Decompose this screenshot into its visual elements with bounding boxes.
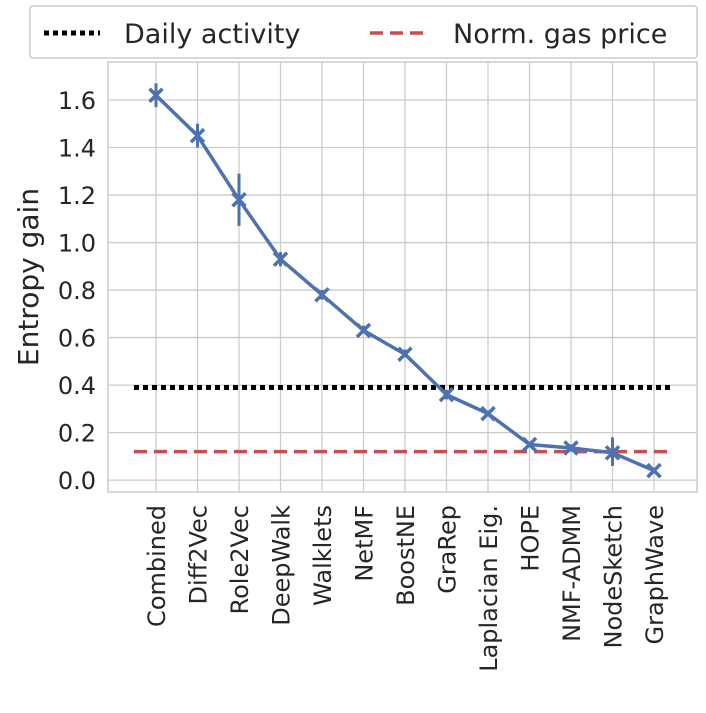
- x-tick-label: Combined: [143, 505, 171, 627]
- series-layer: [148, 83, 662, 479]
- data-point: [397, 346, 413, 362]
- data-point: [646, 462, 662, 479]
- legend-label-norm-gas-price: Norm. gas price: [453, 19, 667, 50]
- x-tick-label: GraphWave: [641, 505, 669, 645]
- y-tick-label: 1.0: [58, 230, 96, 258]
- x-tick-label: NMF-ADMM: [558, 505, 586, 642]
- y-tick-label: 0.0: [58, 467, 96, 495]
- data-point: [563, 440, 579, 456]
- x-tick-label: Diff2Vec: [185, 505, 213, 604]
- data-point: [604, 445, 621, 461]
- reference-lines: [134, 384, 672, 454]
- y-tick-label: 0.2: [58, 420, 96, 448]
- y-tick-label: 0.4: [58, 372, 96, 400]
- y-tick-label: 1.4: [58, 135, 96, 163]
- x-tick-label: DeepWalk: [268, 505, 296, 626]
- data-point: [438, 386, 455, 403]
- y-tick-label: 0.6: [58, 325, 96, 353]
- data-point: [231, 192, 247, 208]
- y-tick-label: 1.2: [58, 182, 96, 210]
- data-point: [148, 87, 164, 103]
- data-point: [521, 436, 538, 453]
- x-tick-label: HOPE: [517, 505, 545, 572]
- data-point: [272, 251, 289, 267]
- legend-box: [29, 5, 698, 59]
- plot-area-border: [107, 61, 698, 493]
- legend-label-daily-activity: Daily activity: [124, 19, 300, 50]
- y-axis-label: Entropy gain: [12, 188, 45, 366]
- x-tick-label: BoostNE: [392, 505, 420, 606]
- data-point: [314, 287, 330, 303]
- y-tick-label: 0.8: [58, 277, 96, 305]
- x-tick-label: Walklets: [309, 505, 337, 606]
- legend: Daily activity Norm. gas price: [29, 5, 698, 59]
- data-point: [355, 322, 372, 339]
- x-tick-label: GraRep: [434, 505, 462, 594]
- y-tick-label: 1.6: [58, 87, 96, 115]
- data-point: [480, 405, 496, 422]
- x-tick-label: Laplacian Eig.: [475, 505, 503, 672]
- x-tick-label: NetMF: [351, 505, 379, 582]
- x-tick-label: NodeSketch: [600, 505, 628, 649]
- x-tick-label: Role2Vec: [226, 505, 254, 615]
- x-tick-labels: Combined Diff2Vec Role2Vec DeepWalk Walklets…: [143, 505, 669, 672]
- data-point: [189, 127, 206, 144]
- y-tick-labels: 0.0 0.2 0.4 0.6 0.8 1.0 1.2 1.4 1.6: [58, 87, 96, 495]
